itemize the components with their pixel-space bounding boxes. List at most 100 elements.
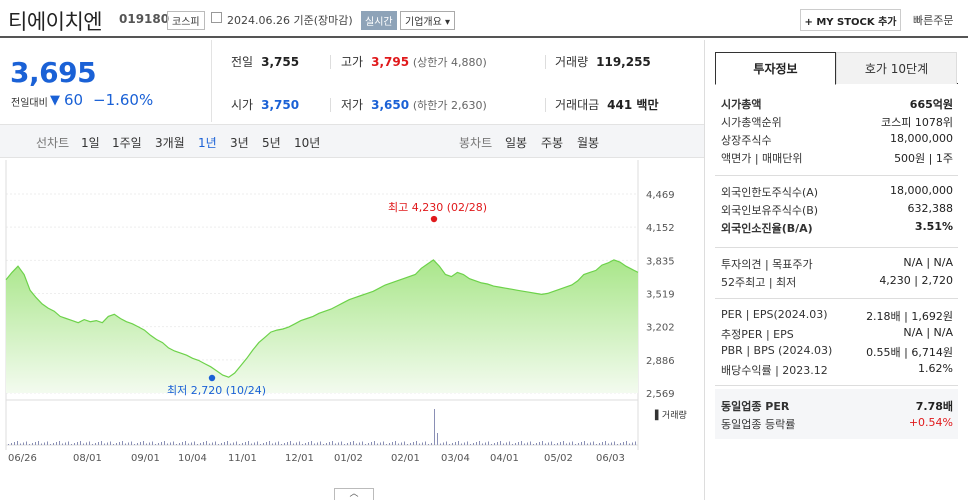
- candle-weekly[interactable]: 주봉: [541, 136, 564, 150]
- volume-bar: [401, 442, 402, 445]
- chart-period-bar: 선차트 1일 1주일 3개월 1년 3년 5년 10년 봉차트 일봉 주봉 월봉: [0, 124, 704, 158]
- volume-bar: [323, 444, 324, 445]
- period-5y[interactable]: 5년: [262, 136, 281, 150]
- volume-bar: [512, 444, 513, 445]
- market-badge: 코스피: [167, 11, 205, 30]
- volume-bar: [413, 442, 414, 445]
- volume-bar: [53, 443, 54, 445]
- info-value: 7.78배: [915, 400, 953, 413]
- section-divider: [715, 247, 958, 248]
- volume-bar: [506, 442, 507, 445]
- volume-bar: [308, 442, 309, 445]
- period-1w[interactable]: 1주일: [112, 136, 142, 150]
- volume-bar: [488, 441, 489, 445]
- volume-bar: [473, 443, 474, 445]
- volume-bar: [398, 443, 399, 445]
- realtime-button[interactable]: 실시간: [361, 11, 397, 30]
- volume-bar: [185, 441, 186, 445]
- tab-investment-info[interactable]: 투자정보: [715, 52, 836, 85]
- volume-bar: [257, 441, 258, 445]
- volume-bar: [125, 443, 126, 445]
- volume-bar: [485, 442, 486, 445]
- section-divider: [715, 175, 958, 176]
- volume-bar: [389, 443, 390, 445]
- info-row: 상장주식수 18,000,000: [721, 132, 953, 150]
- price-chart[interactable]: 4,469 4,152 3,835 3,519 3,202 2,886 2,569 06/2…: [0, 160, 704, 500]
- volume-bar: [32, 443, 33, 445]
- volume-bar: [191, 442, 192, 445]
- volume-bar: [227, 441, 228, 445]
- period-3m[interactable]: 3개월: [155, 136, 185, 150]
- volume-bar: [11, 443, 12, 445]
- volume-bar: [578, 443, 579, 445]
- period-3y[interactable]: 3년: [230, 136, 249, 150]
- volume-bar: [509, 441, 510, 445]
- period-1y[interactable]: 1년: [198, 136, 217, 150]
- y-tick-label: 2,886: [646, 356, 675, 367]
- candle-daily[interactable]: 일봉: [505, 136, 528, 150]
- period-1d[interactable]: 1일: [81, 136, 100, 150]
- volume-bar: [359, 442, 360, 445]
- company-overview-button[interactable]: 기업개요 ▾: [400, 11, 455, 30]
- volume-bar: [41, 443, 42, 445]
- price-area: [6, 259, 638, 393]
- collapse-chart-button[interactable]: ︿: [334, 488, 374, 500]
- volume-bar: [203, 442, 204, 445]
- volume-bar: [263, 443, 264, 445]
- volume-bar: [593, 441, 594, 445]
- max-point: [430, 215, 438, 223]
- volume-bar: [74, 443, 75, 445]
- volume-bar: [284, 443, 285, 445]
- volume-bar: [539, 442, 540, 445]
- volume-bar: [233, 442, 234, 445]
- volume-bar: [383, 441, 384, 445]
- volume-bar: [320, 441, 321, 445]
- volume-bar: [407, 444, 408, 445]
- info-row: 액면가 | 매매단위 500원 | 1주: [721, 150, 953, 168]
- info-value: 1.62%: [918, 362, 953, 375]
- volume-bar: [353, 441, 354, 445]
- change-label: 전일대비: [11, 98, 48, 109]
- volume-bar: [386, 444, 387, 445]
- quick-order-button[interactable]: 빠른주문: [913, 14, 954, 27]
- volume-bar: [548, 442, 549, 445]
- volume-bar: [515, 443, 516, 445]
- info-key: 외국인소진율(B/A): [721, 222, 813, 235]
- candle-monthly[interactable]: 월봉: [577, 136, 600, 150]
- volume-bar: [557, 443, 558, 445]
- info-value: 665억원: [909, 98, 953, 111]
- volume-bar: [599, 443, 600, 445]
- info-key: 추정PER | EPS: [721, 328, 794, 341]
- info-row: 외국인소진율(B/A) 3.51%: [721, 220, 953, 238]
- volume-bar: [50, 444, 51, 445]
- info-key: 외국인보유주식수(B): [721, 204, 819, 217]
- info-key: 52주최고 | 최저: [721, 276, 797, 289]
- volume-bar: [278, 441, 279, 445]
- volume-bar: [479, 441, 480, 445]
- volume-bar: [500, 441, 501, 445]
- volume-bar: [572, 441, 573, 445]
- volume-bar: [374, 441, 375, 445]
- volume-bar: [71, 444, 72, 445]
- down-arrow-icon: ▼: [50, 93, 60, 108]
- volume-bar: [149, 442, 150, 445]
- period-10y[interactable]: 10년: [294, 136, 321, 150]
- volume-bar: [68, 441, 69, 445]
- volume-bar: [119, 442, 120, 445]
- volume-bar: [602, 442, 603, 445]
- info-row: 시가총액 665억원: [721, 96, 953, 114]
- volume-bar: [248, 441, 249, 445]
- volume-bar: [434, 409, 435, 445]
- tab-order-book[interactable]: 호가 10단계: [836, 52, 957, 84]
- price-line: [5, 259, 639, 378]
- calendar-icon: [211, 12, 222, 23]
- mystock-add-button[interactable]: + MY STOCK 추가: [800, 9, 901, 31]
- stock-code: 019180: [119, 12, 170, 26]
- volume-bar: [230, 443, 231, 445]
- x-tick-label: 04/01: [490, 453, 519, 464]
- volume-bar: [446, 441, 447, 445]
- info-key: 상장주식수: [721, 134, 772, 147]
- volume-bar: [239, 444, 240, 445]
- volume-bar: [140, 442, 141, 445]
- volume-bar: [419, 443, 420, 445]
